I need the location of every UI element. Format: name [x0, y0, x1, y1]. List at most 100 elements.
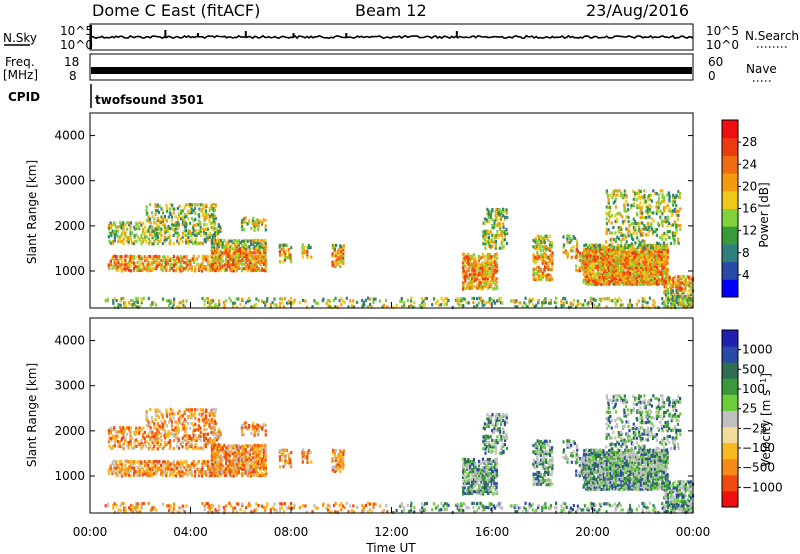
- power-cell: [364, 298, 367, 302]
- power-cell: [660, 257, 663, 261]
- power-cell: [161, 223, 164, 227]
- power-cell: [252, 262, 255, 267]
- power-cell: [565, 300, 568, 304]
- power-cell: [207, 305, 210, 309]
- power-cell: [264, 253, 267, 257]
- power-cell: [184, 263, 188, 267]
- power-cell: [338, 249, 341, 253]
- velocity-cell: [462, 492, 465, 496]
- power-cell: [237, 256, 240, 260]
- velocity-cell: [253, 452, 256, 456]
- power-cell: [481, 301, 484, 305]
- power-cell: [261, 252, 264, 256]
- power-cell: [670, 279, 673, 283]
- power-cell: [340, 251, 343, 256]
- power-cell: [255, 241, 258, 245]
- velocity-cell: [475, 479, 478, 484]
- power-cell: [646, 272, 649, 276]
- velocity-cell: [281, 452, 284, 456]
- power-cell: [521, 305, 524, 309]
- power-cell: [444, 297, 447, 301]
- power-cell: [140, 235, 143, 239]
- velocity-cell: [153, 465, 156, 469]
- power-cell: [658, 280, 661, 284]
- velocity-cell: [213, 460, 216, 464]
- power-cell: [132, 241, 136, 245]
- power-cell: [221, 266, 224, 270]
- power-cell: [591, 266, 594, 270]
- power-cell: [593, 248, 596, 252]
- velocity-cell: [248, 444, 251, 448]
- power-cell: [223, 303, 226, 307]
- power-cell: [635, 302, 638, 307]
- power-cell: [664, 268, 668, 272]
- power-cell: [630, 242, 633, 246]
- power-cell: [114, 225, 118, 229]
- power-cell: [259, 258, 262, 263]
- velocity-cell: [253, 470, 256, 474]
- power-cell: [209, 221, 213, 225]
- velocity-cell: [214, 468, 217, 472]
- power-cell: [650, 278, 653, 282]
- power-cell: [652, 243, 655, 247]
- power-cell: [485, 235, 488, 239]
- power-cell: [627, 274, 630, 278]
- velocity-cell: [212, 412, 215, 416]
- power-cell: [257, 251, 260, 255]
- power-cell: [650, 254, 653, 258]
- power-cell: [624, 250, 627, 254]
- power-cell: [502, 244, 505, 248]
- power-cell: [149, 303, 152, 307]
- power-cell: [534, 267, 537, 271]
- velocity-cell: [109, 464, 112, 468]
- power-cell: [618, 282, 621, 287]
- velocity-cell: [301, 456, 304, 460]
- velocity-cell: [164, 422, 167, 426]
- power-cell: [208, 299, 211, 303]
- velocity-cell: [189, 407, 192, 411]
- power-cell: [211, 263, 214, 267]
- velocity-cell: [116, 464, 119, 468]
- velocity-cell: [216, 465, 219, 469]
- power-cell: [660, 280, 664, 285]
- velocity-cell: [130, 474, 133, 478]
- power-cell: [595, 252, 598, 256]
- power-cell: [217, 224, 220, 229]
- power-cell: [301, 243, 304, 247]
- velocity-cell: [260, 460, 264, 464]
- power-cell: [262, 260, 266, 264]
- power-cell: [613, 245, 616, 249]
- power-cell: [264, 269, 267, 273]
- power-cell: [648, 280, 651, 284]
- power-cell: [605, 246, 608, 250]
- power-cell: [629, 282, 632, 286]
- power-cell: [500, 246, 503, 250]
- power-cell: [118, 255, 121, 259]
- velocity-cell: [205, 461, 208, 466]
- power-cell: [262, 255, 265, 259]
- velocity-cell: [122, 436, 125, 440]
- power-cell: [248, 265, 251, 269]
- power-cell: [138, 264, 141, 268]
- power-cell: [282, 248, 285, 252]
- power-cell: [182, 299, 185, 303]
- power-cell: [345, 296, 348, 300]
- power-cell: [641, 278, 644, 282]
- power-cell: [184, 215, 187, 219]
- power-cell: [643, 262, 646, 266]
- power-cell: [181, 222, 184, 226]
- power-cell: [259, 220, 262, 224]
- velocity-cell: [262, 423, 265, 427]
- velocity-cell: [160, 412, 163, 416]
- power-cell: [608, 282, 611, 286]
- velocity-cell: [467, 461, 470, 466]
- power-cell: [611, 263, 614, 267]
- power-cell: [648, 215, 651, 219]
- power-cell: [686, 299, 689, 303]
- power-cell: [548, 301, 551, 305]
- power-cell: [153, 231, 156, 235]
- power-cell: [661, 196, 664, 200]
- power-cell: [643, 279, 646, 284]
- power-cell: [113, 259, 116, 263]
- power-cell: [498, 299, 501, 303]
